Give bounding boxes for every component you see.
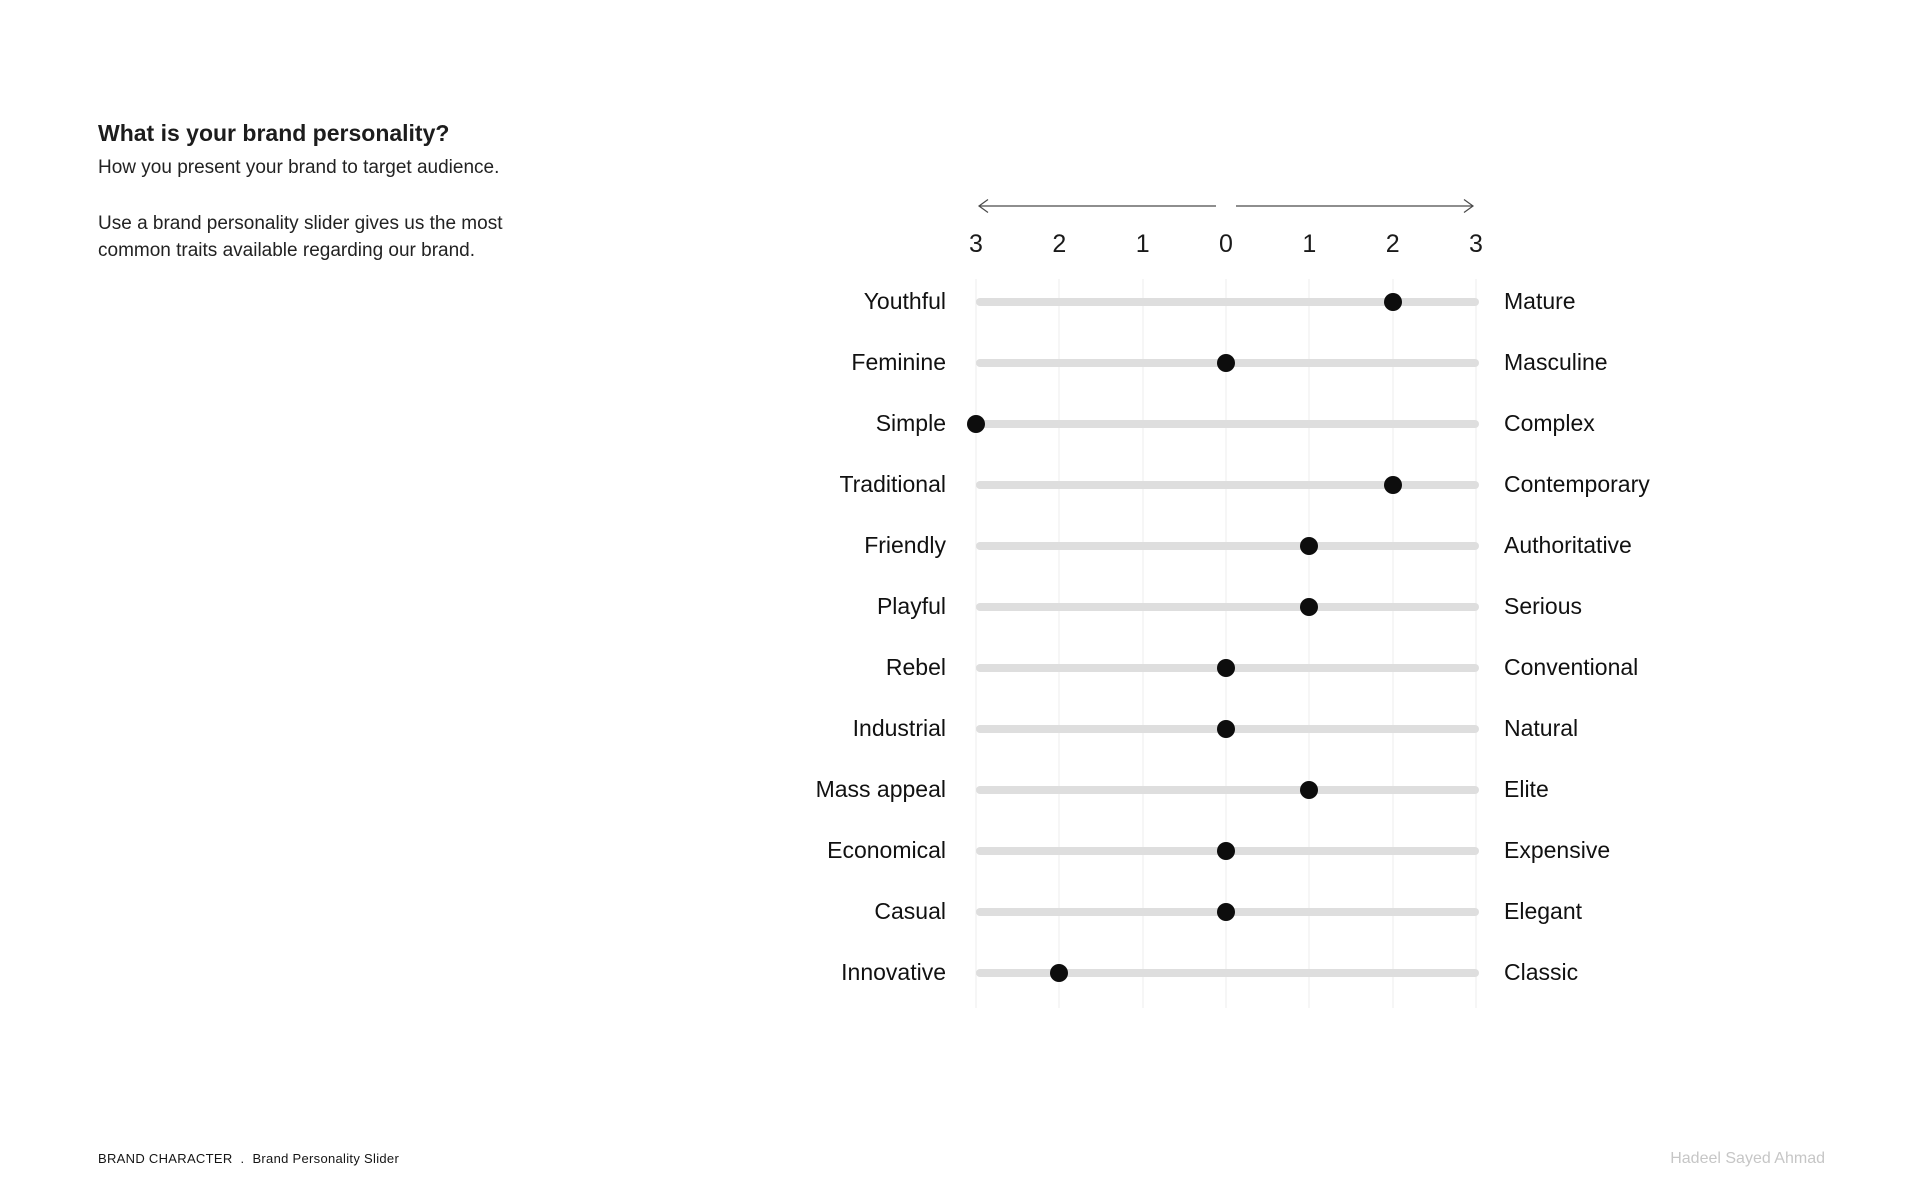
right-trait-label: Classic bbox=[1504, 959, 1579, 985]
right-trait-label: Serious bbox=[1504, 593, 1582, 619]
slider-row: Casual Elegant bbox=[730, 881, 1650, 942]
right-trait-label: Elite bbox=[1504, 776, 1549, 802]
slider-dot[interactable] bbox=[1217, 841, 1235, 860]
slider-row: Youthful Mature bbox=[730, 271, 1650, 332]
right-trait-label: Contemporary bbox=[1504, 471, 1650, 497]
slider-track-bar bbox=[976, 419, 1479, 428]
right-trait-label: Natural bbox=[1504, 715, 1579, 741]
slider-dot[interactable] bbox=[1383, 475, 1402, 494]
slider-track bbox=[976, 637, 1479, 698]
slider-row: Innovative Classic bbox=[730, 942, 1650, 1003]
left-trait-label: Casual bbox=[874, 898, 946, 924]
left-trait-label: Simple bbox=[875, 410, 946, 436]
axis-tick-label: 0 bbox=[1219, 230, 1233, 258]
axis-tick-label: 1 bbox=[1135, 230, 1150, 258]
slider-track bbox=[976, 698, 1479, 759]
slider-track-bar bbox=[976, 297, 1479, 306]
slider-track bbox=[976, 515, 1479, 576]
slider-track bbox=[976, 332, 1479, 393]
axis-tick-label: 3 bbox=[969, 230, 983, 258]
slider-row: Feminine Masculine bbox=[730, 332, 1650, 393]
axis-header: 3 2 1 0 1 2 3 bbox=[969, 185, 1483, 271]
left-trait-label: Friendly bbox=[864, 532, 946, 558]
right-trait-label: Masculine bbox=[1504, 349, 1608, 375]
gridline bbox=[1142, 279, 1144, 1008]
left-arrow-icon bbox=[977, 199, 1216, 213]
slider-rows: Youthful Mature Feminine Masculine Simpl… bbox=[730, 271, 1650, 1003]
footer-breadcrumb: BRAND CHARACTER. Brand Personality Slider bbox=[98, 1151, 399, 1166]
slider-track-bar bbox=[976, 968, 1479, 977]
footer-page-title: Brand Personality Slider bbox=[252, 1151, 400, 1166]
slider-row: Friendly Authoritative bbox=[730, 515, 1650, 576]
left-trait-label: Industrial bbox=[852, 715, 946, 741]
footer-section-label: BRAND CHARACTER bbox=[98, 1151, 233, 1166]
left-trait-label: Mass appeal bbox=[815, 776, 946, 802]
gridline bbox=[1475, 279, 1477, 1008]
slider-row: Simple Complex bbox=[730, 393, 1650, 454]
gridline bbox=[975, 279, 977, 1008]
slider-dot[interactable] bbox=[1217, 353, 1235, 372]
right-trait-label: Expensive bbox=[1504, 837, 1611, 863]
left-trait-label: Playful bbox=[876, 593, 946, 619]
slider-dot[interactable] bbox=[1300, 536, 1319, 555]
slider-track bbox=[976, 881, 1479, 942]
right-arrow-icon bbox=[1236, 199, 1475, 213]
left-trait-label: Innovative bbox=[841, 959, 946, 985]
right-trait-label: Mature bbox=[1504, 288, 1576, 314]
slider-row: Mass appeal Elite bbox=[730, 759, 1650, 820]
left-trait-label: Economical bbox=[827, 837, 946, 863]
left-trait-label: Feminine bbox=[851, 349, 946, 375]
right-trait-label: Elegant bbox=[1504, 898, 1583, 924]
slider-track bbox=[976, 271, 1479, 332]
slider-track bbox=[976, 942, 1479, 1003]
axis-tick-label: 3 bbox=[1469, 230, 1483, 258]
slider-dot[interactable] bbox=[967, 414, 985, 433]
brand-personality-chart: 3 2 1 0 1 2 3 Youthful Mature Feminine Masculi… bbox=[730, 185, 1650, 1008]
slider-dot[interactable] bbox=[1300, 597, 1319, 616]
slider-track-bar bbox=[976, 785, 1479, 794]
intro-description: Use a brand personality slider gives us … bbox=[98, 213, 503, 261]
gridline bbox=[1058, 279, 1060, 1008]
slider-track-bar bbox=[976, 480, 1479, 489]
slider-dot[interactable] bbox=[1217, 719, 1235, 738]
slider-dot[interactable] bbox=[1217, 902, 1235, 921]
slider-track bbox=[976, 759, 1479, 820]
intro-block: What is your brand personality? How you … bbox=[98, 120, 568, 264]
slider-dot[interactable] bbox=[1383, 292, 1402, 311]
gridline bbox=[1308, 279, 1310, 1008]
right-trait-label: Authoritative bbox=[1504, 532, 1632, 558]
footer-separator: . bbox=[240, 1151, 245, 1166]
axis-tick-row: 3 2 1 0 1 2 3 bbox=[969, 229, 1483, 259]
slider-row: Industrial Natural bbox=[730, 698, 1650, 759]
intro-subtitle: How you present your brand to target aud… bbox=[98, 157, 500, 178]
left-trait-label: Youthful bbox=[863, 288, 946, 314]
slider-row: Playful Serious bbox=[730, 576, 1650, 637]
slider-dot[interactable] bbox=[1217, 658, 1235, 677]
axis-tick-label: 2 bbox=[1385, 230, 1400, 258]
chart-body: Youthful Mature Feminine Masculine Simpl… bbox=[730, 271, 1650, 1008]
gridlines bbox=[975, 279, 1477, 1008]
slider-track bbox=[976, 820, 1479, 881]
gridline bbox=[1225, 279, 1227, 1008]
right-trait-label: Complex bbox=[1504, 410, 1595, 436]
slider-row: Traditional Contemporary bbox=[730, 454, 1650, 515]
slider-track bbox=[976, 576, 1479, 637]
left-trait-label: Traditional bbox=[839, 471, 946, 497]
axis-tick-label: 1 bbox=[1302, 230, 1317, 258]
slider-track bbox=[976, 454, 1479, 515]
slider-row: Rebel Conventional bbox=[730, 637, 1650, 698]
slider-track bbox=[967, 393, 1479, 454]
slider-track-bar bbox=[976, 541, 1479, 550]
axis-tick-label: 2 bbox=[1052, 230, 1067, 258]
gridline bbox=[1392, 279, 1394, 1008]
right-trait-label: Conventional bbox=[1504, 654, 1639, 680]
slider-dot[interactable] bbox=[1050, 963, 1069, 982]
slider-row: Economical Expensive bbox=[730, 820, 1650, 881]
left-trait-label: Rebel bbox=[885, 654, 946, 680]
slider-dot[interactable] bbox=[1300, 780, 1319, 799]
page-title: What is your brand personality? bbox=[98, 120, 450, 146]
author-credit: Hadeel Sayed Ahmad bbox=[1670, 1150, 1825, 1167]
slider-track-bar bbox=[976, 602, 1479, 611]
